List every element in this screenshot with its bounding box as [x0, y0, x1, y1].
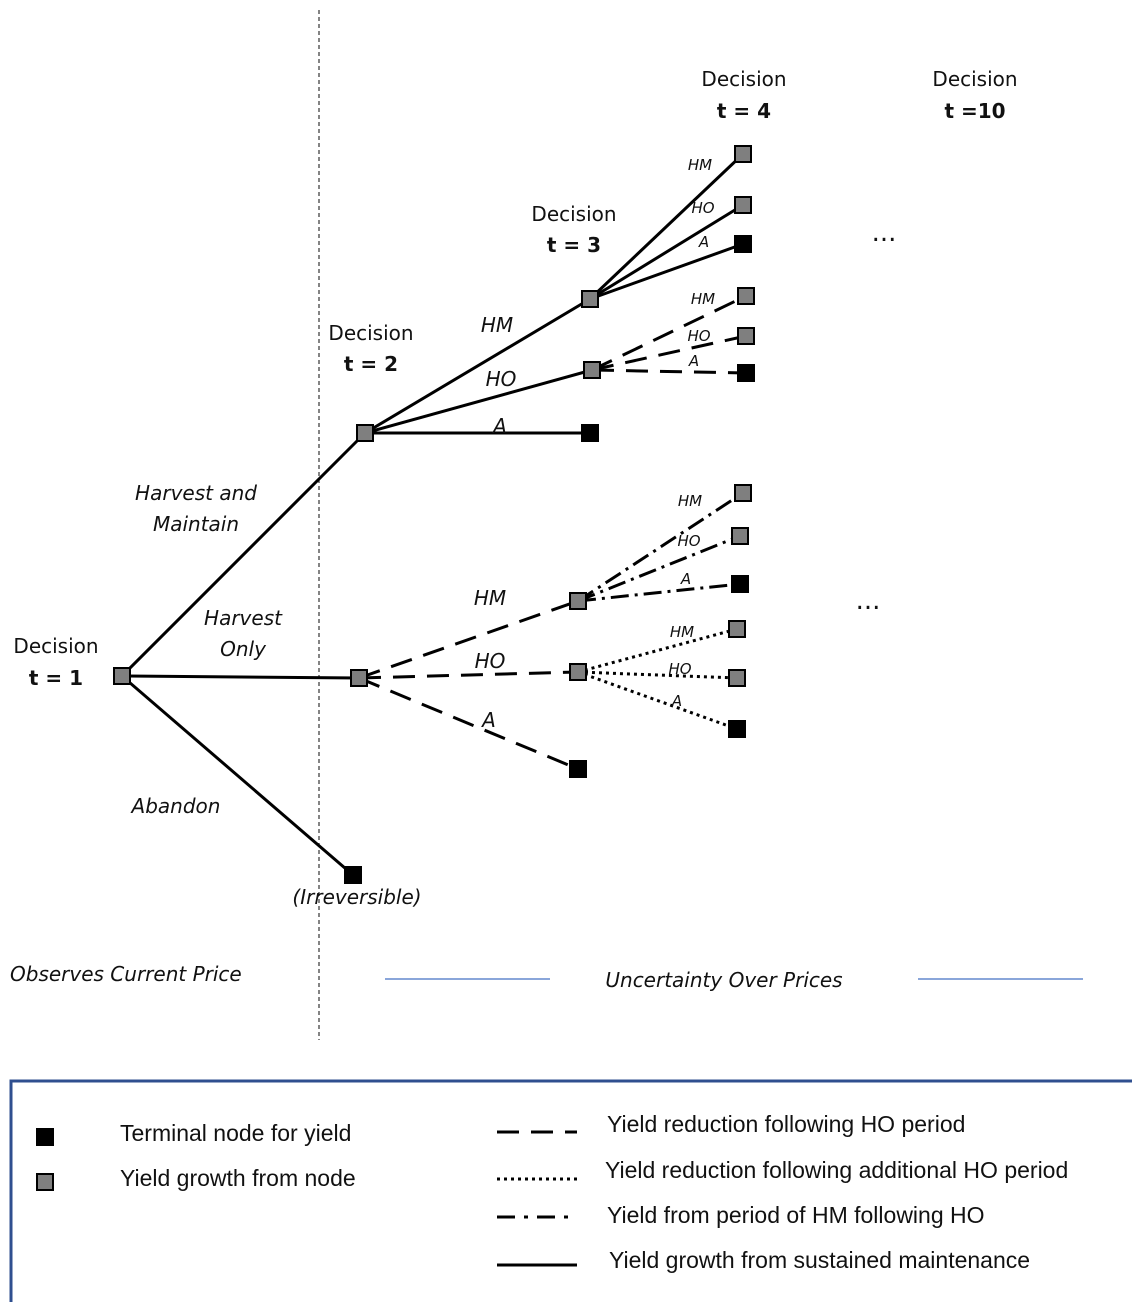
terminal-node-t4-3 [731, 575, 749, 593]
legend-solid-label: Yield growth from sustained maintenance [609, 1247, 1030, 1273]
edge-t2-hm [364, 297, 591, 435]
legend-terminal-label: Terminal node for yield [120, 1120, 351, 1146]
edge-label-ho-hm-ho: HO [677, 532, 700, 550]
growth-node-t4-7 [728, 620, 746, 638]
legend-terminal-swatch [36, 1128, 54, 1146]
edge-label-ho-hm-hm: HM [678, 492, 702, 510]
observes-current-price-note: Observes Current Price [10, 962, 242, 986]
terminal-node-abandon [344, 866, 362, 884]
legend-box [9, 1079, 1132, 1302]
edge-ho-ho [358, 670, 579, 680]
growth-node-t4-3 [737, 287, 755, 305]
legend-dotted-label: Yield reduction following additional HO … [605, 1157, 1068, 1183]
nodes [113, 145, 755, 884]
branch-harvest-maintain-line2: Maintain [153, 512, 239, 536]
decision-t2-time: t = 2 [344, 352, 398, 376]
growth-node-t4-6 [731, 527, 749, 545]
growth-node-t3-hm [581, 290, 599, 308]
edge-label-ho-a: A [480, 708, 496, 732]
edge-t3-hm-a [589, 242, 744, 301]
decision-t2-label: Decision [328, 321, 413, 345]
edge-t3-ho-a [591, 368, 747, 375]
growth-node-t4-5 [734, 484, 752, 502]
edge-label-t2-ho: HO [486, 367, 517, 391]
growth-node-t4-2 [734, 196, 752, 214]
edge-label-ho-ho-hm: HM [670, 623, 694, 641]
terminal-node-ho-a [569, 760, 587, 778]
dashdot-edges [577, 491, 744, 603]
decision-t3-time: t = 3 [547, 233, 601, 257]
dotted-edges [577, 627, 738, 731]
edge-label-t3-hm-hm: HM [688, 156, 712, 174]
terminal-node-t4-4 [728, 720, 746, 738]
growth-node-t3-ho [583, 361, 601, 379]
edge-label-t2-hm: HM [481, 313, 513, 337]
edge-label-t3-hm-ho: HO [691, 199, 714, 217]
edge-label-t3-ho-a: A [688, 352, 699, 370]
terminal-node-t2-a [581, 424, 599, 442]
edge-t3-ho-ho [591, 334, 747, 372]
legend-growth-label: Yield growth from node [120, 1165, 356, 1191]
edge-t3-hm-ho [589, 203, 744, 301]
growth-node-t4-1 [734, 145, 752, 163]
growth-node-ho-ho [569, 663, 587, 681]
decision-t3-label: Decision [531, 202, 616, 226]
edge-label-ho-hm-a: A [680, 570, 691, 588]
edge-t3-hm-hm [588, 152, 745, 301]
growth-node-t1 [113, 667, 131, 685]
edge-label-ho-hm: HM [474, 586, 506, 610]
edge-label-ho-ho: HO [475, 649, 506, 673]
edge-ho-ho-ho [577, 670, 738, 680]
uncertainty-note: Uncertainty Over Prices [605, 968, 842, 992]
growth-node-ho-hm [569, 592, 587, 610]
growth-node-t2-ho [350, 669, 368, 687]
decision-t10-time: t =10 [944, 99, 1005, 123]
edge-label-t3-ho-ho: HO [687, 327, 710, 345]
terminal-node-t4-1 [734, 235, 752, 253]
growth-node-t4-4 [737, 327, 755, 345]
edge-harvest-only [121, 674, 360, 680]
ellipsis-upper: ... [872, 218, 897, 248]
legend: Terminal node for yield Yield growth fro… [9, 1079, 1132, 1302]
edge-ho-ho-a [577, 670, 738, 731]
decision-t4-label: Decision [701, 67, 786, 91]
edge-ho-hm-a [577, 582, 741, 603]
edge-label-ho-ho-a: A [671, 692, 682, 710]
decision-t1-time: t = 1 [29, 666, 83, 690]
growth-node-t4-8 [728, 669, 746, 687]
edge-ho-hm [358, 599, 579, 680]
ellipsis-lower: ... [856, 586, 881, 616]
edge-label-ho-ho-ho: HO [668, 660, 691, 678]
terminal-node-t4-2 [737, 364, 755, 382]
branch-abandon: Abandon [130, 794, 221, 818]
edge-ho-a [358, 676, 579, 771]
edge-t3-ho-hm [591, 294, 747, 372]
decision-t4-time: t = 4 [717, 99, 771, 123]
branch-harvest-maintain-line1: Harvest and [135, 481, 257, 505]
edge-label-t3-hm-a: A [698, 233, 709, 251]
growth-node-t2-hm [356, 424, 374, 442]
branch-harvest-only-line1: Harvest [204, 606, 283, 630]
decision-t1-label: Decision [13, 634, 98, 658]
edge-label-t3-ho-hm: HM [691, 290, 715, 308]
legend-dashdot-label: Yield from period of HM following HO [607, 1202, 985, 1228]
solid-edges [120, 152, 745, 877]
edge-label-t2-a: A [491, 414, 507, 438]
dashed-edges [358, 294, 747, 771]
branch-irreversible: (Irreversible) [292, 885, 421, 909]
branch-harvest-only-line2: Only [220, 637, 267, 661]
legend-dashed-label: Yield reduction following HO period [607, 1111, 965, 1137]
edge-abandon [121, 674, 354, 877]
legend-growth-swatch [36, 1173, 54, 1191]
edge-ho-ho-hm [577, 627, 738, 674]
edge-ho-hm-ho [577, 534, 741, 603]
edge-t2-ho [364, 368, 593, 435]
edge-harvest-maintain [120, 431, 367, 678]
decision-t10-label: Decision [932, 67, 1017, 91]
